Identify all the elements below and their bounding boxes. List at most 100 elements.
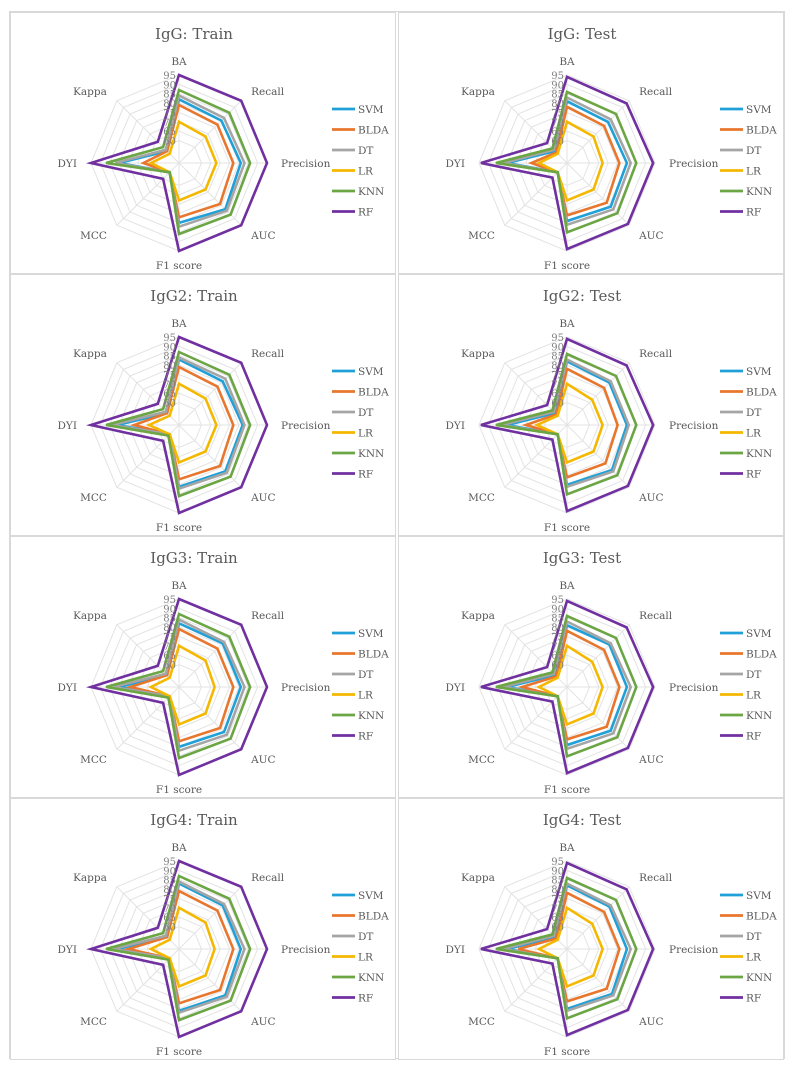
chart-panel: IgG3: Train 60 65 70 75 80 85 90 95 BA Recall Preci… xyxy=(10,536,396,798)
legend-label: KNN xyxy=(746,448,772,460)
tick-label: 70 xyxy=(551,118,564,129)
legend-label: DT xyxy=(358,407,373,419)
tick-label: 75 xyxy=(163,370,176,381)
series-line-knn xyxy=(105,612,252,760)
axis-spoke xyxy=(566,624,630,688)
tick-label: 85 xyxy=(551,876,564,887)
axis-label: Recall xyxy=(639,348,673,360)
series-line-blda xyxy=(527,104,621,218)
legend-label: DT xyxy=(746,931,761,943)
tick-label: 85 xyxy=(163,352,176,363)
tick-label: 60 xyxy=(163,923,176,934)
axis-label: F1 score xyxy=(156,1046,202,1058)
axis-label: MCC xyxy=(80,492,107,504)
tick-label: 65 xyxy=(163,651,176,662)
axis-spoke xyxy=(566,100,630,164)
tick-label: 85 xyxy=(551,90,564,101)
tick-label: 70 xyxy=(163,118,176,129)
series-line-knn xyxy=(495,876,638,1021)
series-line-rf xyxy=(85,859,269,1039)
legend-label: SVM xyxy=(746,104,772,116)
chart-panel: IgG4: Train 60 65 70 75 80 85 90 95 BA Recall Preci… xyxy=(10,798,396,1060)
axis-label: MCC xyxy=(80,754,107,766)
tick-label: 60 xyxy=(163,661,176,672)
series-line-blda xyxy=(129,365,235,481)
legend-label: LR xyxy=(746,690,762,702)
axis-label: AUC xyxy=(250,754,275,766)
legend-label: RF xyxy=(358,731,373,743)
axis-label: AUC xyxy=(638,230,663,242)
legend-label: KNN xyxy=(746,186,772,198)
axis-spoke xyxy=(566,686,630,750)
tick-label: 65 xyxy=(163,127,176,138)
tick-label: 60 xyxy=(551,399,564,410)
figure-grid: IgG: Train 60 65 70 75 80 85 90 95 BA Recall Precis… xyxy=(9,11,785,1060)
legend-label: BLDA xyxy=(746,911,777,923)
axis-label: F1 score xyxy=(156,260,202,272)
legend-label: LR xyxy=(358,428,374,440)
tick-label: 70 xyxy=(551,642,564,653)
legend-label: RF xyxy=(746,207,761,219)
axis-label: Precision xyxy=(281,944,331,956)
axis-label: Precision xyxy=(281,682,331,694)
axis-spoke xyxy=(566,424,630,488)
legend-label: LR xyxy=(746,952,762,964)
series-line-rf xyxy=(85,73,269,253)
series-line-knn xyxy=(105,88,252,236)
axis-label: AUC xyxy=(638,1016,663,1028)
tick-label: 95 xyxy=(551,595,564,606)
legend-label: KNN xyxy=(358,972,384,984)
series-line-blda xyxy=(521,366,619,480)
tick-label: 70 xyxy=(551,904,564,915)
tick-label: 85 xyxy=(551,352,564,363)
series-line-lr xyxy=(535,905,604,989)
axis-label: Kappa xyxy=(461,610,495,622)
axis-label: Kappa xyxy=(73,610,107,622)
legend-label: LR xyxy=(746,166,762,178)
tick-label: 80 xyxy=(163,623,176,634)
chart-title: IgG: Train xyxy=(155,25,233,43)
series-line-lr xyxy=(147,119,218,203)
tick-label: 60 xyxy=(163,137,176,148)
axis-spoke xyxy=(566,886,630,950)
axis-label: Precision xyxy=(669,944,719,956)
legend-label: LR xyxy=(358,690,374,702)
axis-label: DYI xyxy=(446,158,466,170)
axis-label: Recall xyxy=(639,86,673,98)
axis-label: Kappa xyxy=(73,872,107,884)
axis-label: Precision xyxy=(281,158,331,170)
axis-label: BA xyxy=(171,318,187,330)
legend-label: SVM xyxy=(358,628,384,640)
tick-label: 90 xyxy=(551,80,564,91)
legend-label: DT xyxy=(746,407,761,419)
series-line-knn xyxy=(495,352,638,497)
axis-label: Precision xyxy=(669,682,719,694)
axis-label: Recall xyxy=(251,610,285,622)
series-line-rf xyxy=(480,75,655,251)
tick-label: 85 xyxy=(163,614,176,625)
tick-label: 90 xyxy=(163,342,176,353)
axis-label: DYI xyxy=(58,682,78,694)
tick-label: 75 xyxy=(551,370,564,381)
tick-label: 85 xyxy=(163,876,176,887)
series-line-blda xyxy=(517,628,621,742)
legend-label: RF xyxy=(746,469,761,481)
tick-label: 80 xyxy=(551,623,564,634)
series-line-rf xyxy=(480,861,655,1037)
axis-spoke xyxy=(566,162,630,226)
legend-label: SVM xyxy=(746,628,772,640)
series-line-lr xyxy=(535,643,604,727)
legend-label: LR xyxy=(746,428,762,440)
axis-label: Kappa xyxy=(461,86,495,98)
series-line-lr xyxy=(145,381,218,465)
tick-label: 85 xyxy=(551,614,564,625)
tick-label: 85 xyxy=(163,90,176,101)
legend-label: DT xyxy=(358,145,373,157)
tick-label: 95 xyxy=(551,333,564,344)
axis-label: F1 score xyxy=(156,784,202,796)
legend-label: KNN xyxy=(358,186,384,198)
axis-label: F1 score xyxy=(544,784,590,796)
tick-label: 90 xyxy=(551,604,564,615)
series-line-rf xyxy=(85,335,269,515)
